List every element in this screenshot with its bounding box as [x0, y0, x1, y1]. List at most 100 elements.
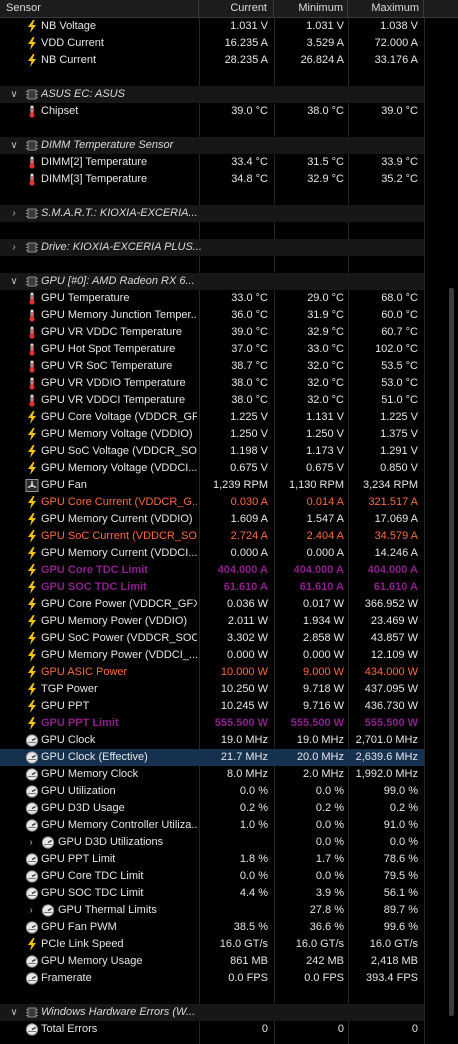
- sensor-row[interactable]: GPU Memory Usage 861 MB 242 MB 2,418 MB: [0, 953, 424, 970]
- minimum-value: 9.718 W: [303, 683, 344, 695]
- sensor-row[interactable]: GPU Core Power (VDDCR_GFX) 0.036 W 0.017 W…: [0, 596, 424, 613]
- minimum-value: 0.675 V: [306, 462, 344, 474]
- sensor-row[interactable]: GPU Clock 19.0 MHz 19.0 MHz 2,701.0 MHz: [0, 732, 424, 749]
- voltage-bolt-icon: [25, 530, 39, 543]
- sensor-row[interactable]: GPU PPT Limit 555.500 W 555.500 W 555.500 W: [0, 715, 424, 732]
- current-value: 0.0 %: [239, 870, 268, 882]
- sensor-row[interactable]: GPU Memory Clock 8.0 MHz 2.0 MHz 1,992.0 MH…: [0, 766, 424, 783]
- voltage-bolt-icon: [25, 496, 39, 509]
- column-divider: [348, 18, 349, 1044]
- sensor-row[interactable]: GPU SOC TDC Limit 4.4 % 3.9 % 56.1 %: [0, 885, 424, 902]
- maximum-value: 61.610 A: [373, 581, 418, 593]
- voltage-bolt-icon: [25, 700, 39, 713]
- sensor-row[interactable]: PCIe Link Speed 16.0 GT/s 16.0 GT/s 16.0 GT…: [0, 936, 424, 953]
- expand-chevron-icon[interactable]: ›: [12, 242, 16, 253]
- sensor-row[interactable]: GPU SoC Current (VDDCR_SOC) 2.724 A 2.404 …: [0, 528, 424, 545]
- sensor-row[interactable]: Framerate 0.0 FPS 0.0 FPS 393.4 FPS: [0, 970, 424, 987]
- maximum-value: 33.9 °C: [381, 156, 418, 168]
- sensor-label: GPU Memory Controller Utiliza...: [41, 819, 197, 831]
- sensor-label: GPU D3D Usage: [41, 802, 125, 814]
- sensor-group-row[interactable]: › Drive: KIOXIA-EXCERIA PLUS...: [0, 239, 424, 256]
- sensor-row[interactable]: NB Current 28.235 A 26.824 A 33.176 A: [0, 52, 424, 69]
- collapse-chevron-icon[interactable]: ∨: [10, 140, 18, 151]
- sensor-row[interactable]: › GPU Thermal Limits 27.8 % 89.7 %: [0, 902, 424, 919]
- collapse-chevron-icon[interactable]: ∨: [10, 276, 18, 287]
- sensor-row[interactable]: DIMM[2] Temperature 33.4 °C 31.5 °C 33.9 °C: [0, 154, 424, 171]
- clock-gauge-icon: [25, 853, 39, 866]
- sensor-row[interactable]: GPU Memory Voltage (VDDIO) 1.250 V 1.250 V…: [0, 426, 424, 443]
- sensor-row[interactable]: GPU Fan 1,239 RPM 1,130 RPM 3,234 RPM: [0, 477, 424, 494]
- column-header-current[interactable]: Current: [199, 0, 274, 17]
- scrollbar-thumb[interactable]: [449, 288, 454, 1016]
- sensor-row[interactable]: GPU Memory Current (VDDIO) 1.609 A 1.547 A…: [0, 511, 424, 528]
- sensor-row[interactable]: VDD Current 16.235 A 3.529 A 72.000 A: [0, 35, 424, 52]
- sensor-row[interactable]: GPU VR SoC Temperature 38.7 °C 32.0 °C 53.5…: [0, 358, 424, 375]
- current-value: 19.0 MHz: [220, 734, 268, 746]
- maximum-value: 53.0 °C: [381, 377, 418, 389]
- sensor-row[interactable]: GPU SoC Voltage (VDDCR_SOC) 1.198 V 1.173 …: [0, 443, 424, 460]
- current-value: 1.225 V: [230, 411, 268, 423]
- sensor-row[interactable]: GPU Memory Controller Utiliza... 1.0 % 0.0…: [0, 817, 424, 834]
- current-value: 10.000 W: [220, 666, 268, 678]
- current-value: 16.235 A: [224, 37, 268, 49]
- sensor-row[interactable]: GPU SOC TDC Limit 61.610 A 61.610 A 61.610 …: [0, 579, 424, 596]
- sensor-row[interactable]: GPU Memory Current (VDDCI... 0.000 A 0.000…: [0, 545, 424, 562]
- sensor-group-row[interactable]: › S.M.A.R.T.: KIOXIA-EXCERIA...: [0, 205, 424, 222]
- sensor-label: GPU Fan: [41, 479, 87, 491]
- expand-chevron-icon[interactable]: ›: [29, 905, 33, 916]
- chip-icon: [25, 207, 39, 220]
- sensor-row[interactable]: GPU Memory Power (VDDCI_... 0.000 W 0.000 …: [0, 647, 424, 664]
- sensor-row[interactable]: GPU Memory Junction Temper... 36.0 °C 31.9…: [0, 307, 424, 324]
- collapse-chevron-icon[interactable]: ∨: [10, 1007, 18, 1018]
- sensor-label: GPU Memory Clock: [41, 768, 139, 780]
- sensor-row[interactable]: GPU Hot Spot Temperature 37.0 °C 33.0 °C 10…: [0, 341, 424, 358]
- sensor-row[interactable]: GPU SoC Power (VDDCR_SOC) 3.302 W 2.858 W 4…: [0, 630, 424, 647]
- clock-gauge-icon: [25, 870, 39, 883]
- current-value: 10.245 W: [220, 700, 268, 712]
- sensor-row[interactable]: GPU Memory Voltage (VDDCI... 0.675 V 0.675…: [0, 460, 424, 477]
- sensor-row[interactable]: › GPU D3D Utilizations 0.0 % 0.0 %: [0, 834, 424, 851]
- voltage-bolt-icon: [25, 581, 39, 594]
- sensor-row[interactable]: GPU Core Voltage (VDDCR_GFX) 1.225 V 1.131…: [0, 409, 424, 426]
- sensor-row[interactable]: GPU ASIC Power 10.000 W 9.000 W 434.000 W: [0, 664, 424, 681]
- minimum-value: 1.173 V: [306, 445, 344, 457]
- maximum-value: 79.5 %: [383, 870, 418, 882]
- column-header-sensor[interactable]: Sensor: [0, 0, 199, 17]
- maximum-value: 1,992.0 MHz: [355, 768, 418, 780]
- minimum-value: 32.0 °C: [307, 360, 344, 372]
- column-header-maximum[interactable]: Maximum: [348, 0, 424, 17]
- sensor-label: DIMM Temperature Sensor: [41, 139, 174, 151]
- sensor-group-row[interactable]: ∨ Windows Hardware Errors (W...: [0, 1004, 424, 1021]
- sensor-row[interactable]: GPU Core TDC Limit 0.0 % 0.0 % 79.5 %: [0, 868, 424, 885]
- sensor-row[interactable]: GPU Utilization 0.0 % 0.0 % 99.0 %: [0, 783, 424, 800]
- sensor-row[interactable]: GPU PPT Limit 1.8 % 1.7 % 78.6 %: [0, 851, 424, 868]
- sensor-row[interactable]: NB Voltage 1.031 V 1.031 V 1.038 V: [0, 18, 424, 35]
- collapse-chevron-icon[interactable]: ∨: [10, 89, 18, 100]
- sensor-row[interactable]: DIMM[3] Temperature 34.8 °C 32.9 °C 35.2 °C: [0, 171, 424, 188]
- sensor-row[interactable]: GPU VR VDDCI Temperature 38.0 °C 32.0 °C 51…: [0, 392, 424, 409]
- sensor-row[interactable]: GPU VR VDDC Temperature 39.0 °C 32.9 °C 60.…: [0, 324, 424, 341]
- sensor-row[interactable]: GPU Core Current (VDDCR_G... 0.030 A 0.014…: [0, 494, 424, 511]
- minimum-value: 0.0 %: [315, 819, 344, 831]
- sensor-row[interactable]: GPU Clock (Effective) 21.7 MHz 20.0 MHz 2,6…: [0, 749, 424, 766]
- sensor-row[interactable]: GPU Fan PWM 38.5 % 36.6 % 99.6 %: [0, 919, 424, 936]
- expand-chevron-icon[interactable]: ›: [12, 208, 16, 219]
- sensor-group-row[interactable]: ∨ ASUS EC: ASUS: [0, 86, 424, 103]
- sensor-row[interactable]: TGP Power 10.250 W 9.718 W 437.095 W: [0, 681, 424, 698]
- sensor-row[interactable]: Chipset 39.0 °C 38.0 °C 39.0 °C: [0, 103, 424, 120]
- column-header-minimum[interactable]: Minimum: [274, 0, 348, 17]
- sensor-group-row[interactable]: ∨ DIMM Temperature Sensor: [0, 137, 424, 154]
- sensor-row[interactable]: Total Errors 0 0 0: [0, 1021, 424, 1038]
- expand-chevron-icon[interactable]: ›: [29, 837, 33, 848]
- sensor-row[interactable]: GPU VR VDDIO Temperature 38.0 °C 32.0 °C 53…: [0, 375, 424, 392]
- maximum-value: 1.225 V: [380, 411, 418, 423]
- clock-gauge-icon: [25, 1023, 39, 1036]
- sensor-row[interactable]: GPU Memory Power (VDDIO) 2.011 W 1.934 W 23…: [0, 613, 424, 630]
- sensor-label: NB Current: [41, 54, 97, 66]
- sensor-row[interactable]: GPU Core TDC Limit 404.000 A 404.000 A 404.…: [0, 562, 424, 579]
- sensor-group-row[interactable]: ∨ GPU [#0]: AMD Radeon RX 6...: [0, 273, 424, 290]
- sensor-row[interactable]: GPU PPT 10.245 W 9.716 W 436.730 W: [0, 698, 424, 715]
- sensor-row[interactable]: GPU Temperature 33.0 °C 29.0 °C 68.0 °C: [0, 290, 424, 307]
- sensor-row[interactable]: GPU D3D Usage 0.2 % 0.2 % 0.2 %: [0, 800, 424, 817]
- minimum-value: 29.0 °C: [307, 292, 344, 304]
